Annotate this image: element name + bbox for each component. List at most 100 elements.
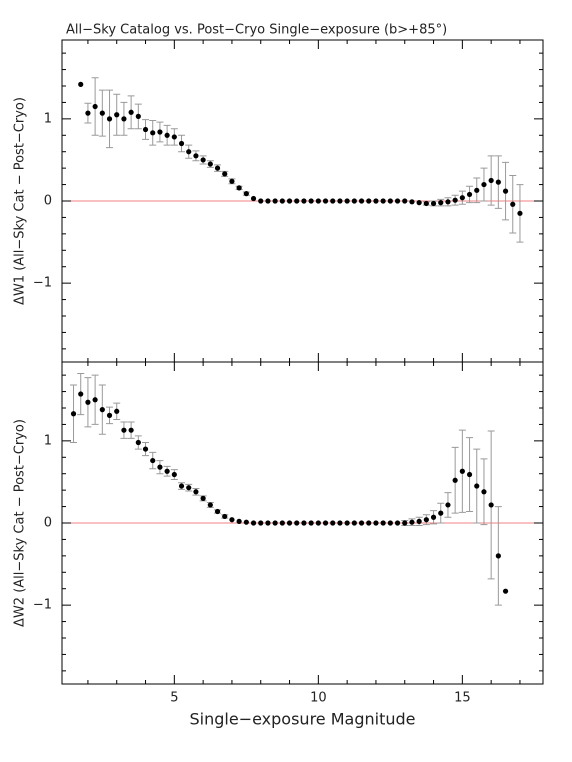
data-point (409, 519, 415, 525)
data-point (315, 198, 321, 204)
data-point (423, 200, 429, 207)
data-point (495, 553, 501, 559)
data-point (510, 201, 516, 207)
data-point (394, 520, 401, 526)
data-point (308, 520, 314, 526)
data-point (222, 171, 228, 177)
data-point (85, 399, 91, 405)
data-point (214, 508, 221, 515)
data-point (474, 187, 480, 193)
data-point (366, 198, 372, 204)
data-point (193, 489, 199, 495)
data-point (164, 468, 170, 474)
data-point (157, 129, 163, 135)
data-point (142, 126, 149, 133)
data-point (121, 116, 127, 122)
y-tick-label: 0 (44, 516, 52, 531)
data-point (279, 520, 285, 526)
chart-title: All−Sky Catalog vs. Post−Cryo Single−exp… (66, 23, 447, 38)
data-point (445, 502, 451, 508)
data-point (402, 520, 408, 526)
data-point (214, 165, 221, 171)
data-point (258, 520, 264, 526)
data-point (236, 518, 242, 524)
data-point (258, 198, 264, 204)
x-tick-label: 5 (170, 691, 178, 706)
data-point (416, 200, 422, 206)
data-point (459, 468, 465, 474)
data-point (236, 185, 242, 191)
data-point (178, 140, 185, 147)
data-point (488, 177, 494, 184)
data-point (200, 157, 206, 163)
data-point (265, 520, 271, 526)
data-point (142, 446, 149, 452)
x-tick-label: 15 (454, 691, 471, 706)
data-point (106, 116, 113, 122)
y-tick-label: 1 (44, 111, 52, 126)
data-point (186, 485, 192, 491)
data-point (114, 112, 120, 118)
data-point (121, 427, 127, 433)
data-point (207, 502, 213, 508)
data-point (481, 181, 487, 188)
data-point (337, 520, 343, 526)
y-tick-label: 1 (44, 433, 52, 448)
y-axis-label: ΔW2 (All−Sky Cat − Post−Cryo) (13, 419, 28, 627)
data-point (114, 408, 120, 414)
data-point (358, 520, 365, 526)
y-tick-label: −1 (33, 276, 52, 291)
data-point (301, 198, 307, 204)
data-point (193, 153, 199, 159)
data-point (394, 198, 401, 204)
y-tick-label: 0 (44, 194, 52, 209)
data-point (373, 198, 379, 204)
data-point (438, 200, 444, 206)
data-point (279, 198, 285, 204)
data-point (517, 210, 523, 216)
data-point (322, 520, 329, 526)
data-point (222, 513, 228, 520)
data-point (229, 517, 235, 523)
data-point (186, 149, 192, 155)
data-point (272, 520, 278, 526)
data-point (466, 191, 473, 198)
data-point (150, 457, 156, 464)
data-point (474, 483, 480, 489)
x-axis-label: Single−exposure Magnitude (190, 710, 416, 729)
data-point (380, 198, 386, 204)
data-point (150, 130, 156, 136)
data-point (402, 198, 408, 204)
data-point (308, 198, 314, 204)
data-point (207, 161, 213, 167)
data-point (337, 198, 343, 204)
data-point (344, 198, 350, 204)
data-point (272, 198, 278, 204)
data-point (430, 514, 437, 520)
data-point (416, 518, 422, 524)
data-point (171, 134, 177, 140)
data-point (265, 198, 271, 204)
y-tick-label: −1 (33, 598, 52, 613)
data-point (70, 411, 77, 417)
x-tick-label: 10 (310, 691, 327, 706)
data-point (78, 81, 84, 87)
data-point (488, 502, 494, 508)
data-point (157, 464, 163, 470)
data-point (78, 391, 84, 397)
data-point (481, 489, 487, 495)
data-point (229, 178, 235, 184)
data-point (452, 477, 458, 483)
data-point (502, 188, 509, 194)
data-point (459, 195, 465, 201)
data-point (250, 195, 257, 202)
data-point (330, 520, 336, 526)
data-point (452, 197, 458, 203)
data-point (171, 471, 177, 478)
data-point (178, 483, 185, 489)
data-point (128, 427, 134, 433)
data-point (85, 110, 91, 116)
data-point (164, 132, 170, 138)
data-point (243, 191, 249, 197)
